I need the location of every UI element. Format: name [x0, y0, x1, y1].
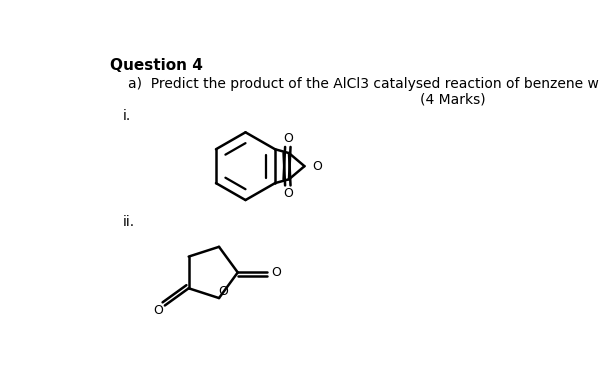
Text: i.: i.	[123, 109, 131, 123]
Text: O: O	[218, 285, 228, 298]
Text: ii.: ii.	[123, 216, 135, 229]
Text: O: O	[283, 187, 293, 200]
Text: O: O	[153, 304, 163, 317]
Text: (4 Marks): (4 Marks)	[420, 92, 486, 106]
Text: a)  Predict the product of the AlCl3 catalysed reaction of benzene with: a) Predict the product of the AlCl3 cata…	[128, 77, 600, 91]
Text: O: O	[283, 132, 293, 145]
Text: O: O	[271, 266, 281, 279]
Text: O: O	[312, 160, 322, 173]
Text: Question 4: Question 4	[110, 58, 203, 73]
